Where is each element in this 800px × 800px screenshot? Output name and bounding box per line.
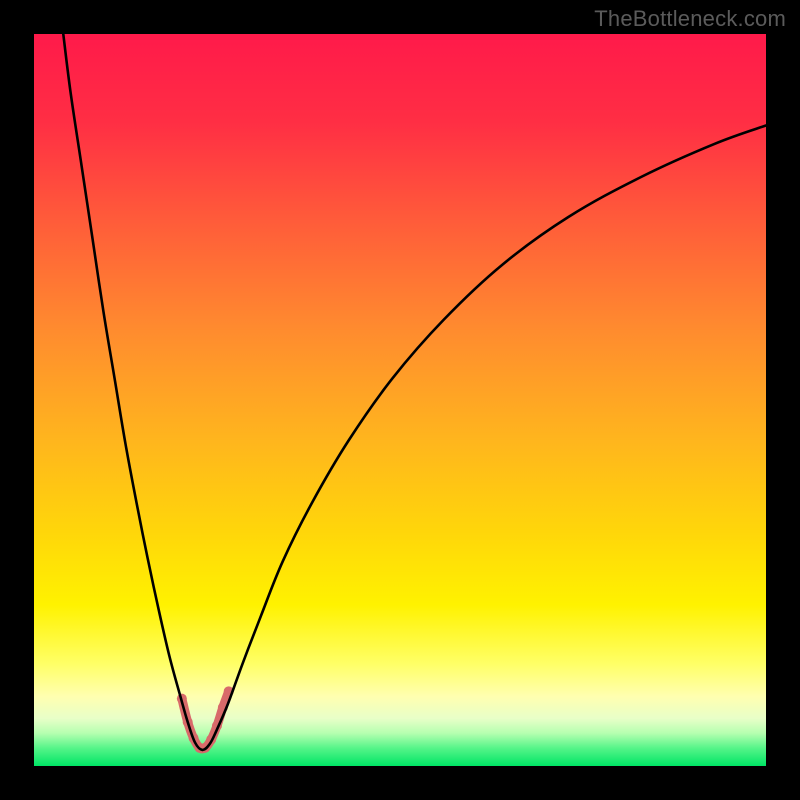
gradient-background <box>34 34 766 766</box>
chart-stage: TheBottleneck.com <box>0 0 800 800</box>
watermark-text: TheBottleneck.com <box>594 6 786 32</box>
bottleneck-chart <box>0 0 800 800</box>
